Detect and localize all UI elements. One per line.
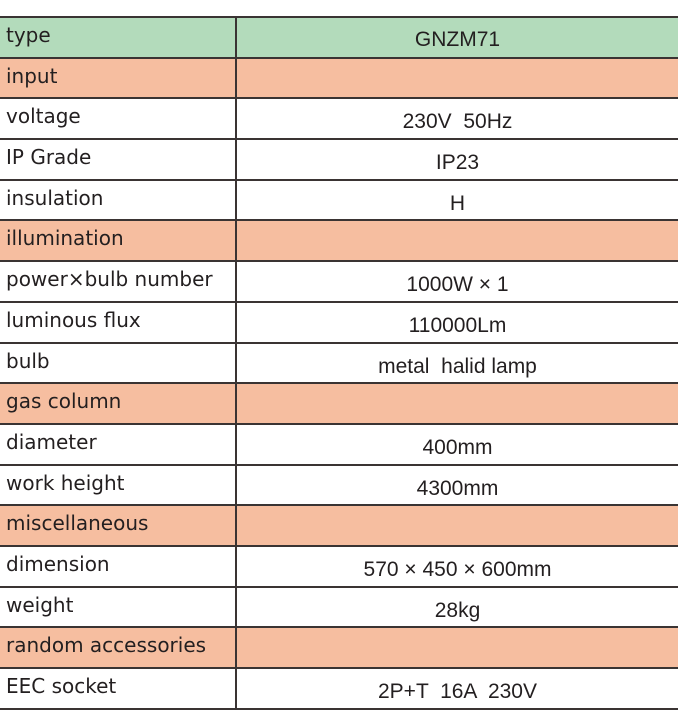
table-row: luminous flux 110000Lm bbox=[0, 302, 678, 344]
table-row: bulb metal halid lamp bbox=[0, 343, 678, 385]
row-value: GNZM71 bbox=[414, 28, 501, 51]
table-row: power×bulb number 1000W × 1 bbox=[0, 262, 678, 303]
row-label: illumination bbox=[0, 221, 237, 261]
row-label: weight bbox=[0, 587, 237, 627]
table-row: insulation H bbox=[0, 180, 678, 222]
row-label: voltage bbox=[0, 99, 237, 139]
row-value: 110000Lm bbox=[408, 313, 507, 337]
row-label: gas column bbox=[0, 384, 237, 423]
row-label: input bbox=[0, 58, 237, 98]
row-label: random accessories bbox=[0, 628, 237, 667]
row-value bbox=[237, 628, 678, 667]
row-value: IP23 bbox=[435, 151, 480, 175]
row-label: miscellaneous bbox=[0, 506, 237, 545]
row-label: work height bbox=[0, 465, 237, 505]
row-label: bulb bbox=[0, 343, 237, 383]
table-row: diameter 400mm bbox=[0, 424, 678, 466]
row-label: dimension bbox=[0, 546, 237, 586]
row-value: 2P+T 16A 230V bbox=[378, 680, 537, 703]
table-header-row: type GNZM71 bbox=[0, 18, 678, 59]
row-value bbox=[237, 384, 678, 423]
row-value: 4300mm bbox=[416, 476, 499, 500]
row-label: power×bulb number bbox=[0, 262, 237, 301]
table-row: IP Grade IP23 bbox=[0, 140, 678, 181]
row-label: luminous flux bbox=[0, 302, 237, 342]
row-value: H bbox=[449, 191, 466, 215]
table-row: weight 28kg bbox=[0, 587, 678, 629]
row-label: diameter bbox=[0, 424, 237, 464]
section-row: random accessories bbox=[0, 628, 678, 669]
table-row: voltage 230V 50Hz bbox=[0, 99, 678, 141]
table-row: EEC socket 2P+T 16A 230V bbox=[0, 669, 678, 710]
row-value: 400mm bbox=[422, 435, 493, 459]
row-label: insulation bbox=[0, 180, 237, 220]
row-value: 230V 50Hz bbox=[402, 110, 513, 134]
row-value: 1000W × 1 bbox=[406, 273, 509, 297]
spec-table: type GNZM71 input voltage 230V 50Hz IP Grade I… bbox=[0, 16, 678, 710]
table-row: work height 4300mm bbox=[0, 465, 678, 507]
row-label: type bbox=[0, 18, 237, 57]
row-value: metal halid lamp bbox=[378, 354, 537, 378]
row-label: IP Grade bbox=[0, 140, 237, 179]
section-row: input bbox=[0, 58, 678, 100]
row-value bbox=[237, 59, 678, 98]
row-value bbox=[237, 221, 678, 260]
row-value bbox=[237, 506, 678, 545]
section-row: gas column bbox=[0, 384, 678, 425]
row-value: 28kg bbox=[434, 598, 481, 622]
row-value: 570 × 450 × 600mm bbox=[363, 557, 552, 581]
section-row: illumination bbox=[0, 221, 678, 263]
row-label: EEC socket bbox=[0, 669, 237, 708]
table-row: dimension 570 × 450 × 600mm bbox=[0, 546, 678, 588]
section-row: miscellaneous bbox=[0, 506, 678, 547]
